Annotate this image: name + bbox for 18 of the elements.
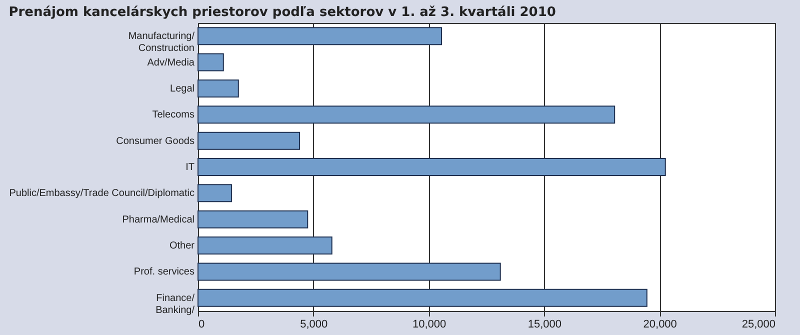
y-tick-label: Manufacturing/ Construction (128, 31, 195, 54)
y-tick-label: Consumer Goods (116, 136, 194, 147)
y-tick-label: Legal (170, 83, 194, 94)
chart-title: Prenájom kancelárskych priestorov podľa sektorov v 1. až 3. kvartáli 2010 (8, 5, 556, 20)
y-tick-label: IT (186, 162, 194, 173)
x-tick-label: 15,000 (528, 318, 562, 330)
y-tick-label: Telecoms (152, 110, 194, 121)
y-tick-label: Public/Embassy/Trade Council/Diplomatic (9, 188, 194, 200)
y-tick-label: Pharma/Medical (122, 214, 194, 226)
y-tick-label: Finance/ Banking/ (156, 292, 195, 316)
y-tick-label: Other (169, 240, 196, 252)
y-tick-label: Adv/Media (147, 57, 195, 68)
y-tick-label: Prof. services (134, 266, 194, 278)
x-tick-label: 5,000 (300, 318, 328, 330)
x-tick-label: 20,000 (643, 318, 677, 330)
x-tick-label: 10,000 (412, 318, 446, 330)
x-tick-label: 25,000 (742, 318, 776, 330)
x-tick-label: 0 (198, 318, 205, 330)
